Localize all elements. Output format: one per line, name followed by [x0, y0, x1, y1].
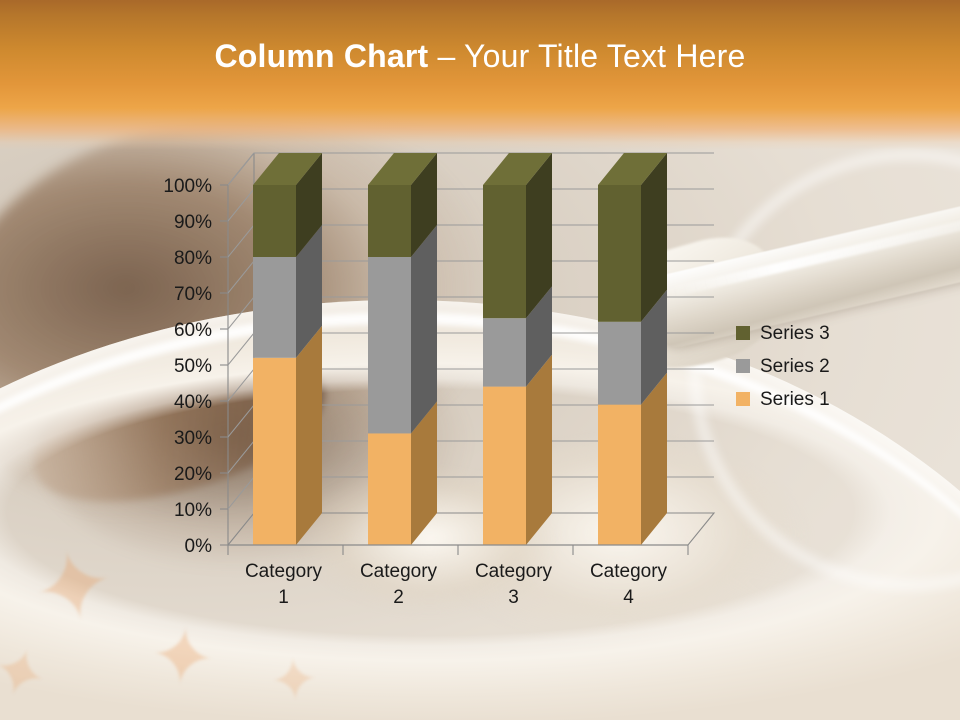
- bar-side-face: [641, 372, 667, 545]
- y-axis-tick-label: 10%: [174, 500, 212, 521]
- y-axis-tick-label: 90%: [174, 212, 212, 233]
- legend-item[interactable]: Series 3: [736, 323, 830, 344]
- y-axis-tick-label: 40%: [174, 392, 212, 413]
- legend-swatch: [736, 326, 750, 340]
- bar-column: [483, 153, 552, 545]
- bar-front-face: [598, 321, 641, 405]
- bar-front-face: [483, 386, 526, 545]
- bar-side-face: [526, 153, 552, 319]
- bars-group: [253, 153, 667, 545]
- y-axis-tick-label: 20%: [174, 464, 212, 485]
- bar-column: [598, 153, 667, 545]
- gridline-diagonal: [227, 440, 255, 474]
- bar-side-face: [526, 354, 552, 545]
- x-axis-category-label: Category 1: [245, 561, 323, 608]
- bar-column: [368, 153, 437, 545]
- category-label-line: Category: [360, 561, 438, 582]
- bar-side-face: [411, 225, 437, 434]
- legend-swatch: [736, 359, 750, 373]
- bar-front-face: [598, 185, 641, 322]
- bar-segment: [483, 354, 552, 545]
- bar-segment: [253, 225, 322, 358]
- bar-column: [253, 153, 322, 545]
- gridline-diagonal: [227, 368, 255, 402]
- legend-item[interactable]: Series 2: [736, 356, 830, 377]
- gridline-diagonal: [227, 476, 255, 510]
- bar-segment: [598, 153, 667, 322]
- x-axis-category-label: Category 3: [475, 561, 553, 608]
- bar-side-face: [296, 225, 322, 358]
- legend-item[interactable]: Series 1: [736, 389, 830, 410]
- category-label-line: Category: [475, 561, 553, 582]
- y-axis-tick-label: 70%: [174, 284, 212, 305]
- legend-label: Series 2: [760, 356, 830, 377]
- bar-front-face: [253, 185, 296, 257]
- bar-side-face: [526, 286, 552, 387]
- x-axis-category-label: Category 2: [360, 561, 438, 608]
- legend-label: Series 1: [760, 389, 830, 410]
- bar-front-face: [368, 185, 411, 257]
- y-axis-tick-label: 60%: [174, 320, 212, 341]
- legend-swatch: [736, 392, 750, 406]
- bar-top-face: [368, 153, 437, 185]
- bar-side-face: [411, 153, 437, 257]
- bar-segment: [368, 225, 437, 434]
- category-label-line: Category: [245, 561, 323, 582]
- bar-top-face: [598, 153, 667, 185]
- y-axis-tick-label: 30%: [174, 428, 212, 449]
- bar-front-face: [253, 257, 296, 358]
- category-label-line: Category: [590, 561, 668, 582]
- bar-side-face: [411, 401, 437, 545]
- category-label-line: 4: [623, 587, 634, 608]
- gridline-diagonal: [227, 404, 255, 438]
- bar-side-face: [296, 325, 322, 545]
- bar-side-face: [641, 153, 667, 322]
- bar-segment: [483, 286, 552, 387]
- bar-side-face: [296, 153, 322, 257]
- bar-segment: [483, 153, 552, 319]
- x-axis-category-label: Category 4: [590, 561, 668, 608]
- bar-front-face: [483, 185, 526, 319]
- bar-segment: [253, 325, 322, 545]
- gridline-diagonal: [227, 296, 255, 330]
- gridline-diagonal: [227, 224, 255, 258]
- bar-front-face: [598, 404, 641, 545]
- bar-front-face: [368, 257, 411, 434]
- bar-segment: [598, 372, 667, 545]
- gridline-diagonal: [227, 332, 255, 366]
- bar-segment: [598, 289, 667, 405]
- bar-segment: [368, 153, 437, 257]
- bar-segment: [368, 401, 437, 545]
- gridline-diagonal: [227, 188, 255, 222]
- bar-front-face: [483, 318, 526, 387]
- category-label-line: 2: [393, 587, 404, 608]
- y-axis-tick-label: 50%: [174, 356, 212, 377]
- y-axis-tick-label: 80%: [174, 248, 212, 269]
- y-axis-tick-label: 0%: [185, 536, 213, 557]
- legend-label: Series 3: [760, 323, 830, 344]
- bar-top-face: [253, 153, 322, 185]
- gridline-diagonal: [227, 152, 255, 186]
- y-axis-tick-label: 100%: [163, 176, 212, 197]
- gridline-diagonal: [227, 260, 255, 294]
- bar-side-face: [641, 289, 667, 405]
- category-label-line: 1: [278, 587, 289, 608]
- bar-front-face: [368, 433, 411, 545]
- bar-top-face: [483, 153, 552, 185]
- chart-legend: Series 3 Series 2 Series 1: [736, 323, 830, 410]
- bar-front-face: [253, 357, 296, 545]
- bar-segment: [253, 153, 322, 257]
- category-label-line: 3: [508, 587, 519, 608]
